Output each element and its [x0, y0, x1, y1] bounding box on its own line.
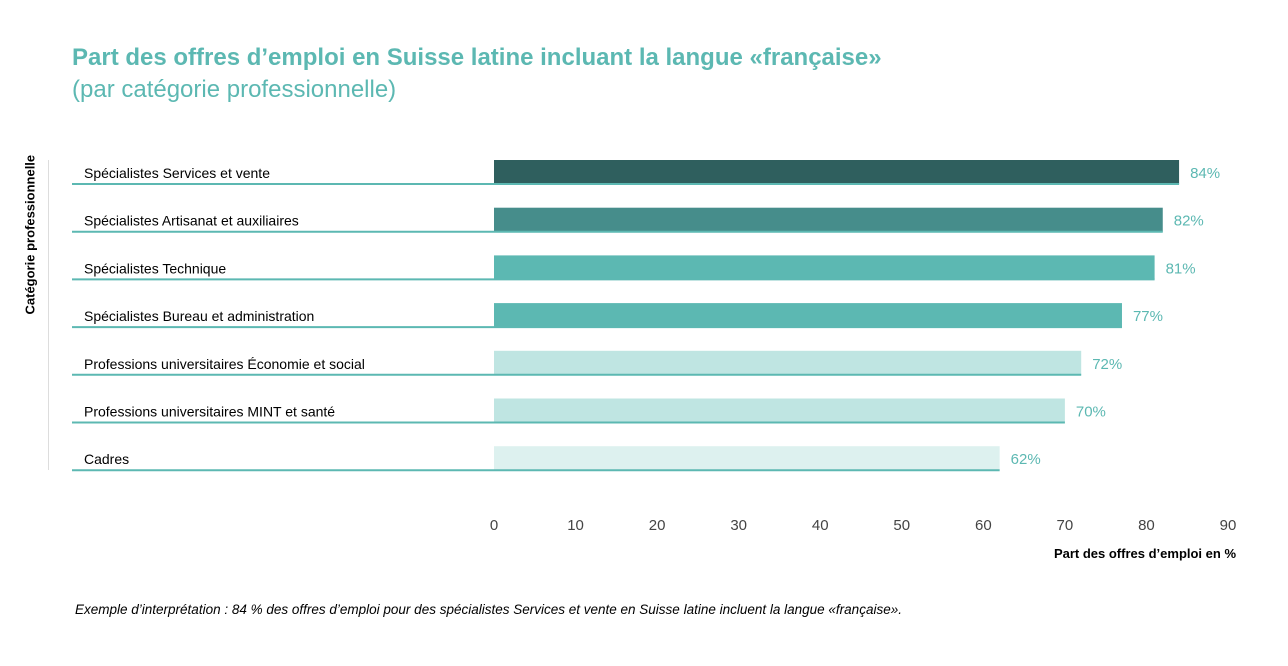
category-label: Professions universitaires MINT et santé [84, 404, 335, 420]
data-label: 70% [1076, 404, 1106, 421]
chart-subtitle: (par catégorie professionnelle) [72, 76, 397, 103]
chart-title: Part des offres d’emploi en Suisse latin… [72, 44, 882, 71]
data-label: 62% [1011, 451, 1041, 468]
x-tick-label: 30 [730, 517, 747, 534]
data-label: 81% [1166, 260, 1196, 277]
x-tick-label: 70 [1057, 517, 1074, 534]
category-label: Spécialistes Services et vente [84, 165, 270, 181]
y-axis-line [48, 160, 49, 470]
interpretation-note: Exemple d’interprétation : 84 % des offr… [75, 602, 902, 617]
x-tick-label: 50 [893, 517, 910, 534]
x-tick-label: 80 [1138, 517, 1155, 534]
category-label: Spécialistes Technique [84, 260, 226, 276]
data-label: 82% [1174, 213, 1204, 230]
bar [494, 207, 1163, 232]
category-label: Professions universitaires Économie et s… [84, 356, 365, 372]
category-label: Spécialistes Artisanat et auxiliaires [84, 213, 299, 229]
x-tick-label: 40 [812, 517, 829, 534]
category-label: Spécialistes Bureau et administration [84, 308, 314, 324]
x-axis-label: Part des offres d’emploi en % [1053, 546, 1236, 561]
bar [494, 446, 1000, 471]
data-label: 77% [1133, 308, 1163, 325]
x-tick-label: 0 [490, 517, 498, 534]
category-label: Cadres [84, 451, 129, 467]
data-label: 72% [1092, 356, 1122, 373]
bar [494, 255, 1155, 280]
bar [494, 398, 1065, 423]
bar [494, 303, 1122, 328]
bar [494, 160, 1180, 184]
data-label: 84% [1190, 165, 1220, 182]
x-tick-label: 90 [1220, 517, 1237, 534]
x-tick-label: 60 [975, 517, 992, 534]
x-tick-label: 20 [649, 517, 666, 534]
x-tick-label: 10 [567, 517, 584, 534]
bar [494, 350, 1082, 375]
